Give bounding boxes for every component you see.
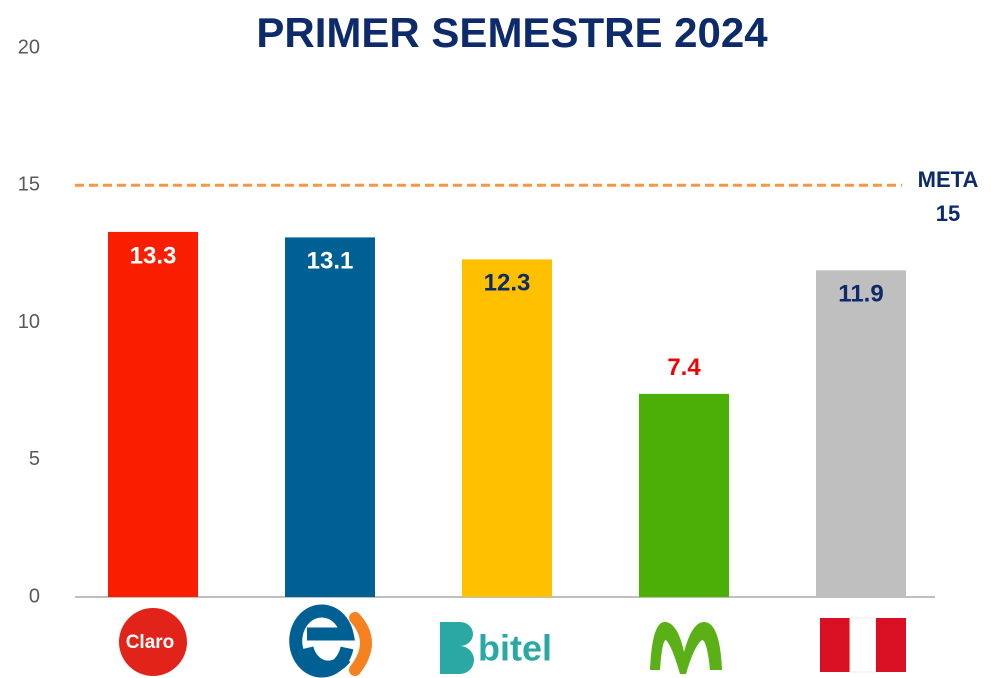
reference-label: META [918, 167, 979, 192]
bar [108, 231, 198, 598]
y-tick-label: 20 [18, 36, 40, 58]
logo-bitel: bitel [440, 622, 552, 674]
data-label: 12.3 [484, 270, 531, 297]
data-label: 7.4 [667, 354, 701, 381]
bar [462, 259, 552, 597]
logo-peru-flag [820, 617, 906, 673]
data-label: 13.3 [130, 242, 177, 269]
logo-movistar [650, 621, 722, 674]
category-label: bitel [478, 628, 552, 669]
reference-value: 15 [936, 201, 960, 226]
bar [639, 393, 729, 597]
y-tick-label: 10 [18, 311, 40, 333]
data-label: 11.9 [838, 281, 883, 308]
bar [816, 270, 906, 597]
chart-title: PRIMER SEMESTRE 2024 [256, 9, 768, 56]
y-tick-label: 15 [18, 174, 40, 196]
y-tick-label: 0 [29, 585, 40, 607]
y-tick-label: 5 [29, 448, 40, 470]
logo-claro: Claro [119, 608, 187, 676]
logo-entel [289, 604, 372, 678]
data-label: 13.1 [307, 248, 354, 275]
category-label: Claro [126, 632, 175, 653]
bar [285, 237, 375, 597]
